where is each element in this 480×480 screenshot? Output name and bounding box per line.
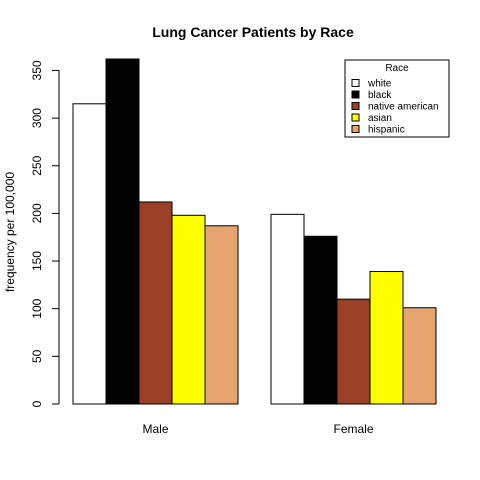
bar-series-group [72,58,437,405]
y-tick-label: 300 [30,108,44,128]
y-axis-label: frequency per 100,000 [3,172,17,292]
bar [72,103,107,405]
bar [402,307,437,405]
y-tick-label: 150 [30,251,44,271]
bar [204,225,239,405]
legend-label: asian [368,113,392,124]
bar [171,214,206,405]
legend-swatch [351,79,360,87]
bar [336,298,371,405]
legend-label: black [368,90,392,101]
x-category-label: Female [333,422,373,436]
legend-label: white [367,79,392,90]
bar [270,213,305,405]
legend-swatch [351,113,360,122]
legend-swatch [351,125,360,133]
y-tick-label: 100 [30,298,44,318]
y-axis: 0 50 100 150 200 250 300 350 [30,60,60,407]
legend-title: Race [385,63,409,74]
bar [369,271,404,405]
y-tick-label: 0 [30,400,44,407]
y-tick-label: 250 [30,155,44,175]
y-tick-label: 350 [30,60,44,80]
bar [138,201,173,405]
y-tick-label: 50 [30,349,44,363]
legend-swatch [351,90,360,99]
x-category-label: Male [142,422,168,436]
bar [105,58,140,405]
legend-label: hispanic [368,125,405,136]
x-category-labels: Male Female [142,422,373,436]
legend-swatch [351,102,360,110]
legend-box [344,59,450,138]
bar [303,235,338,405]
chart-title: Lung Cancer Patients by Race [152,24,354,40]
y-tick-label: 200 [30,203,44,223]
legend-label: native american [368,102,439,113]
